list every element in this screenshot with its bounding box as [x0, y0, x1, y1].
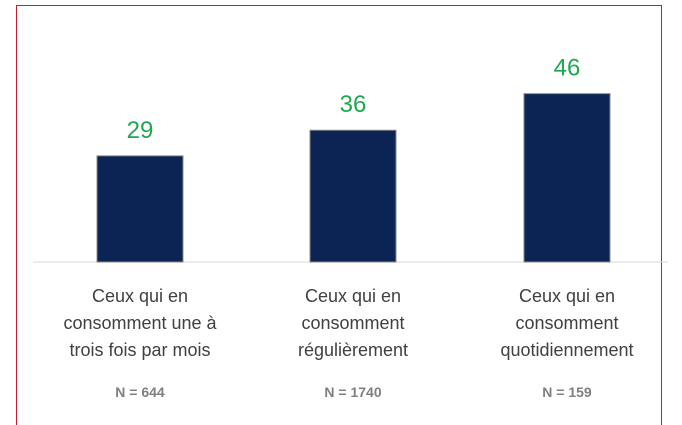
- data-label: 36: [340, 91, 367, 118]
- bar: [309, 129, 397, 263]
- sample-size: N = 159: [542, 384, 592, 400]
- sample-size: N = 644: [115, 384, 165, 400]
- sample-size: N = 1740: [324, 384, 382, 400]
- category-label: Ceux qui en consomment régulièrement: [297, 286, 409, 360]
- bar: [523, 93, 611, 263]
- data-label: 46: [554, 55, 581, 82]
- bar: [96, 155, 184, 263]
- data-label: 29: [127, 117, 154, 144]
- category-label: Ceux qui en consomment quotidiennement: [500, 286, 634, 360]
- frame: [16, 5, 662, 425]
- category-label: Ceux qui en consomment une à trois fois …: [63, 286, 217, 360]
